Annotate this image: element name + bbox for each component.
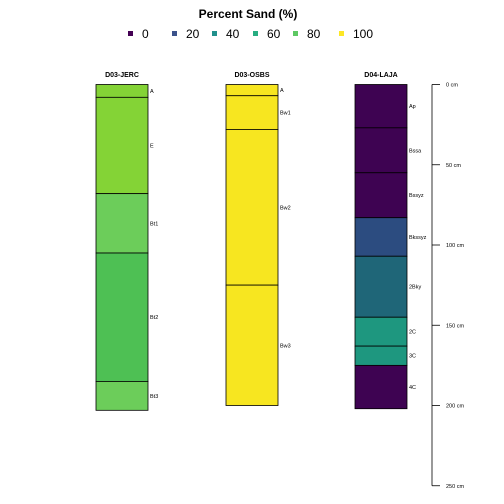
horizon-label-3c: 3C [409, 354, 416, 360]
depth-tick-label: 0 cm [446, 83, 458, 89]
depth-tick-label: 50 cm [446, 163, 461, 169]
horizon-bt2 [95, 252, 149, 382]
legend-label-60: 60 [267, 27, 281, 41]
horizon-label-4c: 4C [409, 385, 416, 391]
depth-tick-label: 100 cm [446, 243, 464, 249]
horizon-3c [354, 345, 408, 366]
legend-label-0: 0 [142, 27, 149, 41]
profile-d04-laja: D04-LAJA Ap Bssa Bssyz Bkssyz 2Bky 2C 3C 4C [354, 72, 427, 410]
horizon-label-bt3: Bt3 [150, 394, 158, 400]
horizon-a [225, 84, 279, 97]
legend-label-80: 80 [307, 27, 321, 41]
horizon-4c [354, 364, 408, 410]
horizon-e [95, 96, 149, 195]
horizon-bt1 [95, 193, 149, 254]
profile-id-label: D03-OSBS [234, 72, 269, 79]
profile-id-label: D04-LAJA [364, 72, 397, 79]
horizon-label-bt1: Bt1 [150, 221, 158, 227]
horizon-label-2c: 2C [409, 330, 416, 336]
horizon-label-ap: Ap [409, 104, 416, 110]
horizon-bssa [354, 127, 408, 174]
horizon-2c [354, 316, 408, 347]
legend-swatch-40 [212, 31, 217, 36]
profile-d03-jerc: D03-JERC A E Bt1 Bt2 Bt3 [95, 72, 158, 411]
horizon-label-a: A [280, 88, 284, 94]
legend-title: Percent Sand (%) [199, 7, 298, 21]
horizon-label-bw2: Bw2 [280, 205, 291, 211]
depth-tick-label: 150 cm [446, 323, 464, 329]
horizon-label-bw1: Bw1 [280, 111, 291, 117]
legend-label-40: 40 [226, 27, 240, 41]
horizon-bw3 [225, 284, 279, 406]
horizon-ap [354, 84, 408, 129]
legend-swatch-60 [253, 31, 258, 36]
horizon-label-bssyz: Bssyz [409, 193, 424, 199]
legend-swatch-0 [128, 31, 133, 36]
horizon-label-2bky: 2Bky [409, 285, 421, 291]
profile-d03-osbs: D03-OSBS A Bw1 Bw2 Bw3 [225, 72, 291, 406]
legend: Percent Sand (%) 0 20 40 60 80 100 [128, 7, 373, 41]
legend-swatch-80 [293, 31, 298, 36]
horizon-label-bssa: Bssa [409, 148, 422, 154]
horizon-label-a: A [150, 89, 154, 95]
legend-label-20: 20 [186, 27, 200, 41]
horizon-bw1 [225, 95, 279, 130]
depth-tick-label: 250 cm [446, 484, 464, 490]
legend-label-100: 100 [353, 27, 373, 41]
horizon-label-bw3: Bw3 [280, 343, 291, 349]
depth-tick-label: 200 cm [446, 404, 464, 410]
horizon-bssyz [354, 172, 408, 219]
horizon-bw2 [225, 129, 279, 286]
horizon-label-bt2: Bt2 [150, 315, 158, 321]
horizon-bkssyz [354, 217, 408, 257]
profile-id-label: D03-JERC [105, 72, 139, 79]
legend-swatch-100 [339, 31, 344, 36]
horizon-label-e: E [150, 143, 154, 149]
depth-axis: 0 cm 50 cm 100 cm 150 cm 200 cm 250 cm [431, 83, 464, 490]
legend-swatch-20 [172, 31, 177, 36]
horizon-label-bkssyz: Bkssyz [409, 235, 427, 241]
horizon-bt3 [95, 381, 149, 411]
horizon-2bky [354, 255, 408, 318]
profiles: D03-JERC A E Bt1 Bt2 Bt3 D03-OSBS A Bw1 Bw2 Bw3 D04… [95, 72, 427, 411]
horizon-a [95, 84, 149, 98]
